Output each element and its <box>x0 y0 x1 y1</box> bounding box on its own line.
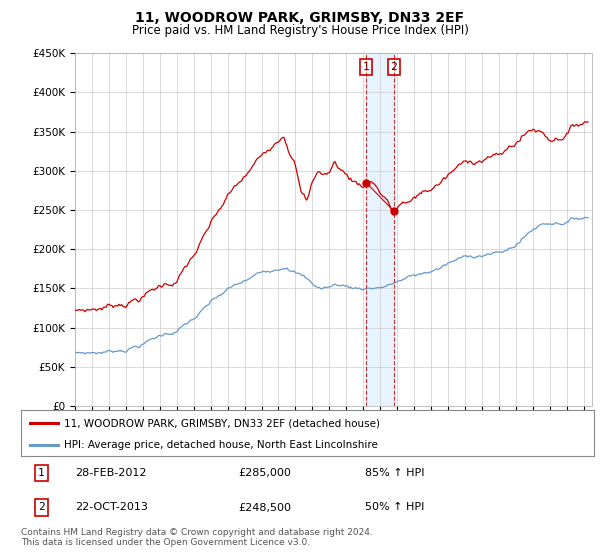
Text: 2: 2 <box>391 62 397 72</box>
Text: 1: 1 <box>38 468 44 478</box>
Text: £285,000: £285,000 <box>239 468 292 478</box>
Text: HPI: Average price, detached house, North East Lincolnshire: HPI: Average price, detached house, Nort… <box>64 440 378 450</box>
Text: 50% ↑ HPI: 50% ↑ HPI <box>365 502 424 512</box>
Text: 11, WOODROW PARK, GRIMSBY, DN33 2EF (detached house): 11, WOODROW PARK, GRIMSBY, DN33 2EF (det… <box>64 418 380 428</box>
Bar <box>366 53 394 406</box>
Text: 11, WOODROW PARK, GRIMSBY, DN33 2EF: 11, WOODROW PARK, GRIMSBY, DN33 2EF <box>136 11 464 25</box>
Text: £248,500: £248,500 <box>239 502 292 512</box>
Text: Price paid vs. HM Land Registry's House Price Index (HPI): Price paid vs. HM Land Registry's House … <box>131 24 469 36</box>
Text: 85% ↑ HPI: 85% ↑ HPI <box>365 468 424 478</box>
Text: Contains HM Land Registry data © Crown copyright and database right 2024.
This d: Contains HM Land Registry data © Crown c… <box>21 528 373 547</box>
Text: 28-FEB-2012: 28-FEB-2012 <box>76 468 147 478</box>
Text: 1: 1 <box>362 62 370 72</box>
Text: 22-OCT-2013: 22-OCT-2013 <box>76 502 148 512</box>
Text: 2: 2 <box>38 502 44 512</box>
